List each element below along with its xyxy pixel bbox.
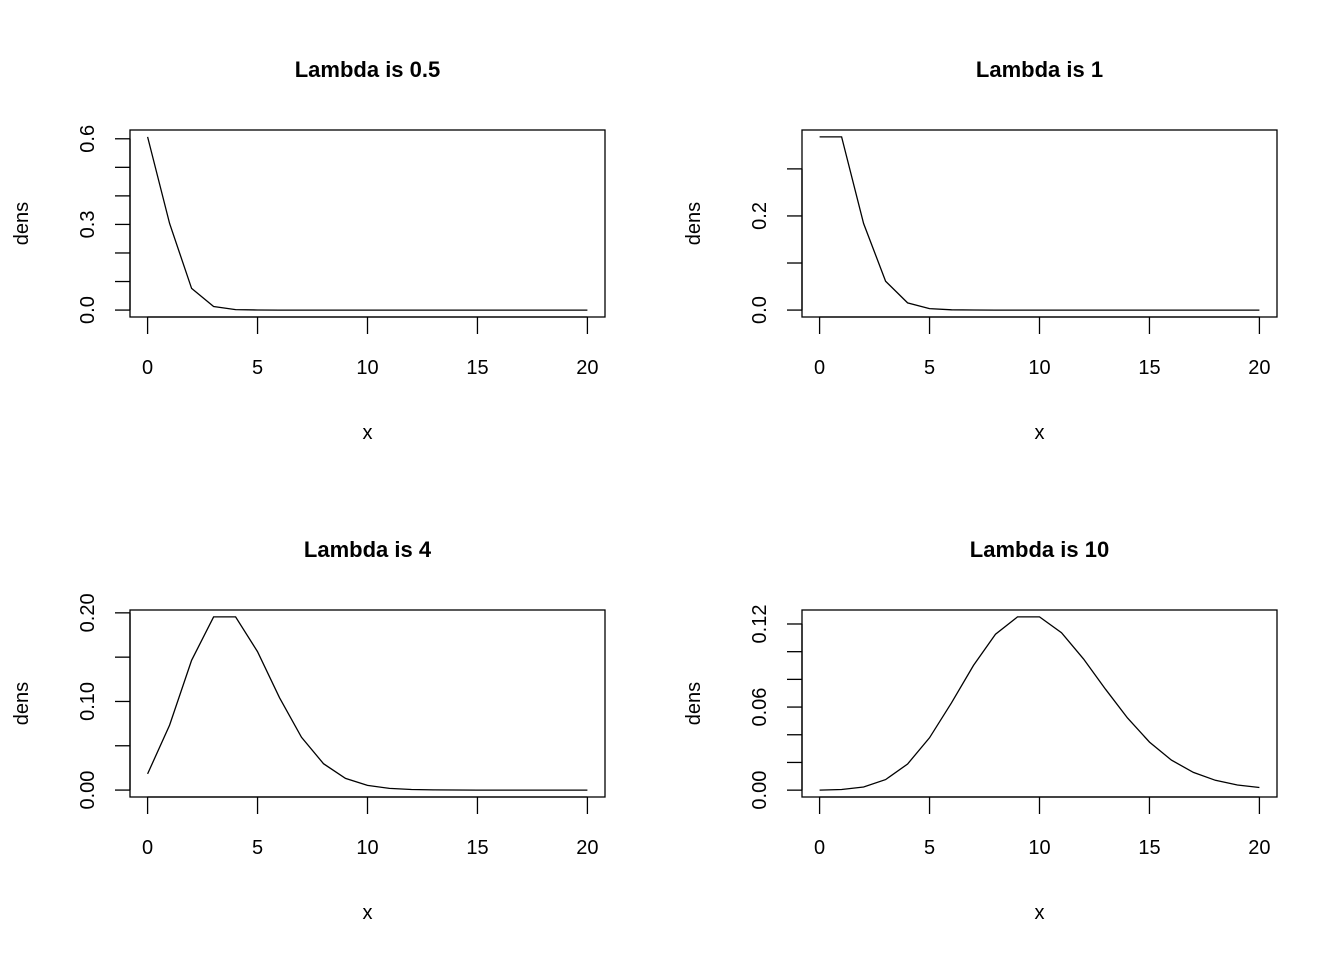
x-axis: 0 5 10 15 20 [814, 796, 1271, 859]
y-axis: 0.00 0.06 0.12 [749, 605, 803, 810]
y-axis-label: dens [683, 682, 705, 725]
plot-frame [129, 609, 606, 798]
plot-frame [801, 129, 1278, 318]
x-tick-label: 5 [252, 357, 263, 379]
density-line [146, 136, 588, 311]
density-line [147, 616, 588, 791]
x-tick-label: 20 [576, 357, 598, 379]
x-axis-label: x [1035, 902, 1045, 924]
y-tick-label: 0.0 [749, 296, 771, 324]
x-tick-label: 10 [1028, 357, 1050, 379]
y-tick-label: 0.10 [77, 682, 99, 721]
density-line [819, 136, 1260, 311]
panel-4: Lambda is 10 0 5 10 15 20 x 0.00 0.06 0.12 dens [683, 537, 1278, 924]
x-tick-label: 0 [814, 357, 825, 379]
x-tick-label: 20 [1248, 837, 1270, 859]
x-tick-label: 10 [1028, 837, 1050, 859]
plot-frame [801, 609, 1278, 798]
y-tick-label: 0.06 [749, 688, 771, 727]
y-axis: 0.0 0.3 0.6 [77, 125, 131, 324]
x-tick-label: 15 [1138, 357, 1160, 379]
y-tick-label: 0.12 [749, 605, 771, 644]
y-axis-label: dens [683, 202, 705, 245]
x-axis-label: x [1035, 422, 1045, 444]
x-tick-label: 0 [142, 837, 153, 859]
chart-title: Lambda is 10 [970, 537, 1109, 562]
x-tick-label: 5 [924, 357, 935, 379]
y-axis: 0.00 0.10 0.20 [77, 593, 131, 810]
y-tick-label: 0.00 [749, 771, 771, 810]
chart-title: Lambda is 4 [304, 537, 432, 562]
y-tick-label: 0.20 [77, 593, 99, 632]
y-tick-label: 0.6 [77, 125, 99, 153]
panel-2: Lambda is 1 0 5 10 15 20 x 0.0 0.2 dens [683, 57, 1278, 444]
x-tick-label: 10 [356, 357, 378, 379]
y-tick-label: 0.3 [77, 211, 99, 239]
y-tick-label: 0.00 [77, 771, 99, 810]
density-line [819, 616, 1260, 791]
panel-1: Lambda is 0.5 0 5 10 15 20 x 0.0 0.3 0.6 dens [11, 57, 606, 444]
plot-frame [129, 129, 606, 318]
x-axis: 0 5 10 15 20 [142, 796, 599, 859]
x-tick-label: 0 [142, 357, 153, 379]
y-tick-label: 0.0 [77, 296, 99, 324]
chart-title: Lambda is 0.5 [295, 57, 441, 82]
x-tick-label: 15 [466, 837, 488, 859]
x-tick-label: 5 [252, 837, 263, 859]
y-axis-label: dens [11, 682, 33, 725]
x-axis-label: x [363, 422, 373, 444]
panel-3: Lambda is 4 0 5 10 15 20 x 0.00 0.10 0.20 dens [11, 537, 606, 924]
y-tick-label: 0.2 [749, 202, 771, 230]
x-tick-label: 20 [576, 837, 598, 859]
x-tick-label: 10 [356, 837, 378, 859]
x-tick-label: 0 [814, 837, 825, 859]
x-tick-label: 20 [1248, 357, 1270, 379]
x-tick-label: 15 [1138, 837, 1160, 859]
x-axis: 0 5 10 15 20 [142, 316, 599, 379]
y-axis-label: dens [11, 202, 33, 245]
y-axis: 0.0 0.2 [749, 168, 803, 324]
chart-title: Lambda is 1 [976, 57, 1103, 82]
x-axis-label: x [363, 902, 373, 924]
x-tick-label: 5 [924, 837, 935, 859]
x-axis: 0 5 10 15 20 [814, 316, 1271, 379]
x-tick-label: 15 [466, 357, 488, 379]
